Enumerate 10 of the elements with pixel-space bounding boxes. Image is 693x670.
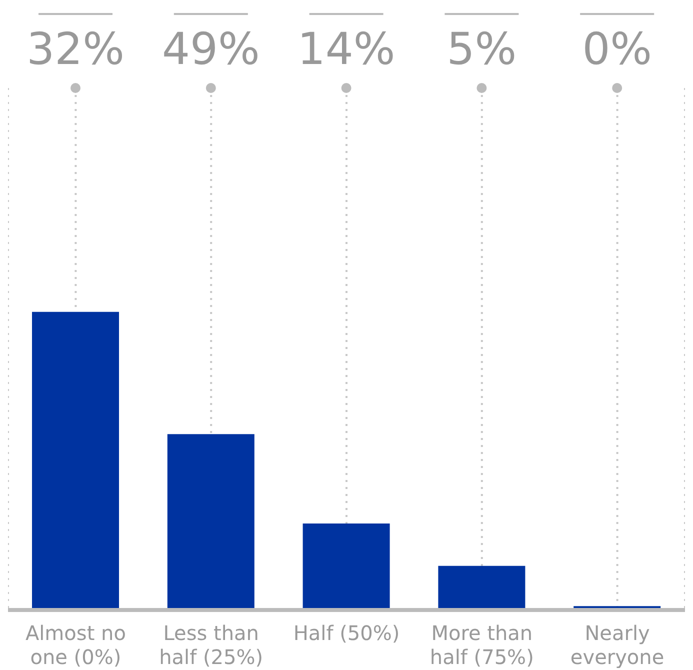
x-tick-label: Half (50%) bbox=[293, 621, 400, 645]
text: 14% bbox=[297, 24, 396, 75]
text: 0% bbox=[582, 24, 652, 75]
text: 49% bbox=[162, 24, 260, 75]
x-tick-label: More than half (75%) bbox=[430, 621, 534, 669]
x-tick-label: Nearly everyone bbox=[570, 621, 664, 669]
text: 5% bbox=[446, 24, 517, 75]
text: 32% bbox=[26, 24, 124, 75]
x-tick-label: Almost no one (0%) bbox=[25, 621, 126, 669]
x-tick-label: Less than half (25%) bbox=[159, 621, 264, 669]
